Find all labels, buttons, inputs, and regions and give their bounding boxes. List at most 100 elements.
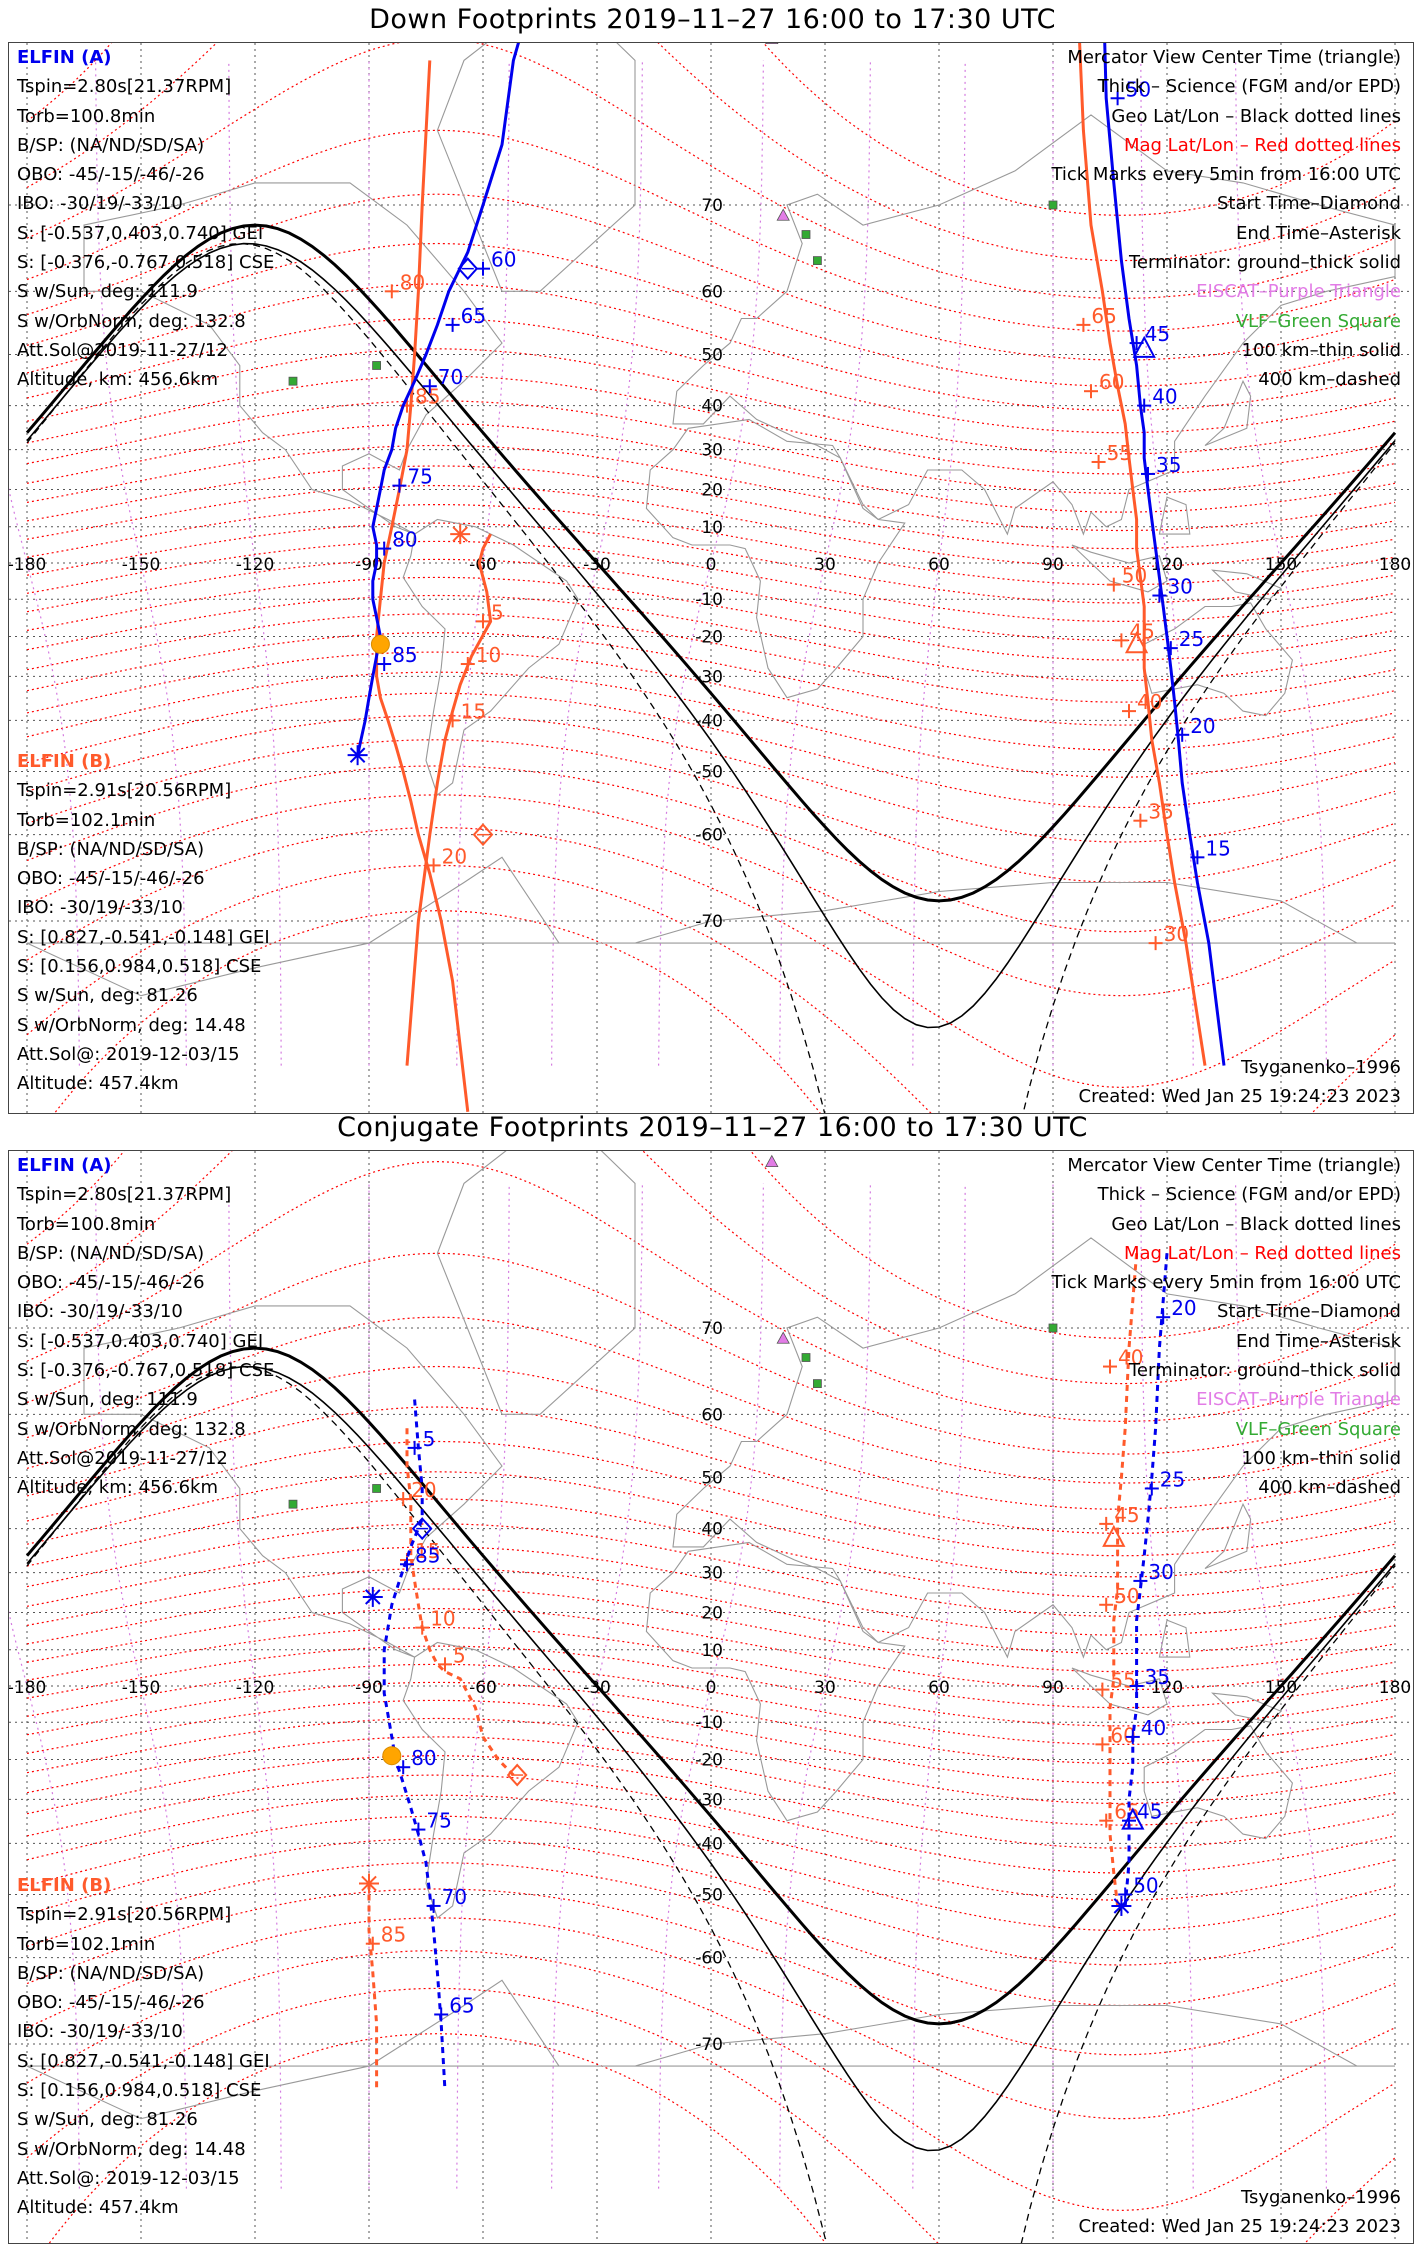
mag-latitude-line — [26, 1406, 1396, 1534]
tick-label: 10 — [476, 643, 501, 667]
track-line — [1123, 1253, 1169, 1907]
vlf-square — [813, 256, 822, 265]
legend-conjugate: Mercator View Center Time (triangle) Thi… — [1051, 1151, 1401, 1503]
vlf-square — [288, 1499, 298, 1509]
mag-latitude-line — [26, 1663, 1396, 1746]
elfin-b-line: B/SP: (NA/ND/SD/SA) — [17, 1962, 205, 1984]
elfin-b-info-down: ELFIN (B) Tspin=2.91s[20.56RPM] Torb=102… — [17, 747, 270, 1099]
track-line — [405, 1428, 515, 1777]
mag-latitude-line — [26, 43, 1396, 262]
tick-label: 65 — [449, 1993, 474, 2017]
lon-tick-label: 150 — [1265, 555, 1297, 575]
legend-item: Geo Lat/Lon – Black dotted lines — [1111, 105, 1401, 127]
continent-outline — [645, 1541, 906, 1822]
tick-label: 50 — [1114, 1584, 1139, 1608]
mag-latitude-line — [26, 558, 1396, 642]
tick-label: 15 — [461, 699, 486, 723]
track-line — [367, 1883, 379, 2091]
continent-outline — [1143, 1725, 1293, 1840]
terminator-100km — [26, 1365, 1396, 2152]
mag-latitude-line — [54, 910, 821, 1113]
terminator-100km — [26, 242, 1396, 1029]
mag-latitude-line — [26, 1252, 1396, 1455]
mag-latitude-line — [26, 1755, 1396, 1849]
elfin-b-line: S: [0.827,-0.541,-0.148] GEI — [17, 2050, 270, 2072]
continent-outline — [83, 1305, 503, 1658]
continent-outline — [1071, 1667, 1168, 1716]
elfin-a-name: ELFIN (A) — [17, 1155, 112, 1176]
elfin-a-track: 60 65 70 75 80 85 — [347, 43, 520, 766]
axis-labels: -180 -150 -120 -90 -60 -30 0 30 60 90 120 150 180 70 6… — [9, 1319, 1411, 2055]
legend-item: 400 km–dashed — [1258, 1477, 1401, 1499]
tick-label: 70 — [438, 365, 463, 389]
tick-label: 50 — [1126, 77, 1151, 101]
tick-label: 65 — [461, 304, 486, 328]
lat-tick-label: 40 — [701, 397, 723, 417]
tick-label: 20 — [1171, 1296, 1196, 1320]
lon-tick-label: 30 — [814, 555, 836, 575]
mag-latitude-line — [26, 129, 1396, 332]
lon-tick-label: 60 — [928, 1678, 950, 1698]
tick-label: 65 — [1091, 304, 1116, 328]
elfin-b-line: Torb=102.1min — [17, 1933, 156, 1955]
elfin-b-track: 5 10 15 20 — [405, 533, 504, 1066]
continent-outline — [1204, 379, 1252, 447]
lat-tick-label: -70 — [695, 2035, 723, 2055]
mag-latitude-line — [26, 1717, 1396, 1805]
tick-label: 45 — [1145, 322, 1170, 346]
mag-latitude-line — [26, 1699, 1396, 1784]
tick-label: 40 — [1118, 1346, 1143, 1370]
lon-tick-label: -30 — [583, 1678, 611, 1698]
asterisk-stroke — [361, 1875, 377, 1892]
elfin-b-track: 20 15 10 5 — [396, 1428, 528, 1787]
mag-latitude-line — [26, 283, 1396, 411]
mag-latitude-line — [26, 613, 1396, 703]
tick-label: 85 — [381, 1923, 406, 1947]
legend-item: Terminator: ground–thick solid — [1128, 1360, 1401, 1382]
mag-meridian — [779, 1183, 871, 2189]
mag-latitude-line — [26, 1567, 1396, 1655]
tick-label: 50 — [1133, 1873, 1158, 1897]
mag-meridian — [1140, 60, 1194, 1066]
tick-label: 55 — [1110, 1669, 1135, 1693]
elfin-a-track: 50 45 40 35 30 25 20 15 — [1103, 43, 1231, 1066]
continent-outline — [1158, 1619, 1191, 1658]
legend-item: Geo Lat/Lon – Black dotted lines — [1111, 1213, 1401, 1235]
subsolar-marker — [370, 634, 390, 654]
track-line — [1103, 43, 1226, 1066]
mag-latitude-line — [26, 317, 1396, 434]
tick-label: 75 — [407, 465, 432, 489]
continent-outline — [1143, 602, 1293, 717]
lat-tick-label: 50 — [701, 346, 723, 366]
elfin-a-line: S: [-0.537,0.403,0.740] GEI — [17, 1330, 264, 1352]
subsolar-marker — [382, 1746, 402, 1766]
mag-latitude-line — [48, 2033, 827, 2243]
lon-tick-label: -90 — [355, 555, 383, 575]
mag-meridian — [95, 1183, 187, 2189]
terminator — [25, 1346, 1397, 2243]
start-diamond — [506, 1763, 528, 1787]
elfin-a-info-down: ELFIN (A) Tspin=2.80s[21.37RPM] Torb=100… — [17, 43, 274, 395]
mag-latitude-line — [26, 1588, 1396, 1673]
continent-outline — [645, 418, 906, 699]
elfin-a-line: Att.Sol@2019-11-27/12 — [17, 1447, 228, 1469]
tick-label: 25 — [1160, 1467, 1185, 1491]
lat-tick-label: -40 — [695, 1834, 723, 1854]
mag-latitude-line — [26, 1987, 1396, 2243]
mag-latitude-line — [26, 651, 1396, 751]
model-label: Tsyganenko–1996 — [1241, 2187, 1401, 2208]
tick-label: 80 — [400, 270, 425, 294]
legend-item: Tick Marks every 5min from 16:00 UTC — [1051, 164, 1401, 186]
tick-label: 80 — [392, 528, 417, 552]
elfin-a-line: S w/Sun, deg: 111.9 — [17, 281, 198, 303]
lat-tick-label: 20 — [701, 480, 723, 500]
mag-meridian — [1140, 1183, 1194, 2189]
mag-latitude-line — [26, 1546, 1396, 1636]
mag-latitude-line — [26, 1365, 1396, 1510]
elfin-a-line: OBO: -45/-15/-46/-26 — [17, 164, 205, 186]
asterisk-stroke — [452, 526, 468, 542]
lat-tick-label: -40 — [695, 711, 723, 731]
mag-grid — [9, 43, 1396, 1113]
lat-tick-label: 60 — [701, 282, 723, 302]
tick-label: 45 — [1114, 1503, 1139, 1527]
